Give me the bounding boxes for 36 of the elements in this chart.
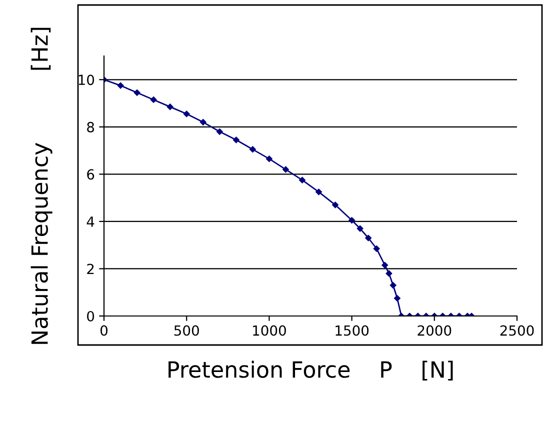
point — [117, 82, 124, 89]
point — [150, 96, 157, 103]
y-tick-label: 4 — [86, 216, 94, 227]
point — [233, 136, 240, 144]
point — [394, 295, 400, 302]
x-axis-title: Pretension Force P [N] — [168, 360, 453, 381]
point — [200, 119, 206, 126]
point — [266, 156, 272, 162]
point — [373, 245, 380, 252]
point — [356, 225, 364, 232]
point — [332, 202, 338, 208]
y-tick-label: 2 — [87, 264, 94, 274]
point — [250, 146, 256, 153]
point — [316, 188, 322, 196]
point — [299, 176, 306, 184]
y-axis-title: Natural Frequency [Hz] — [30, 28, 52, 344]
x-tick-label: 2000 — [418, 325, 452, 336]
point — [390, 282, 396, 288]
x-tick-label: 0 — [100, 325, 108, 336]
point — [166, 104, 174, 110]
point — [282, 166, 289, 173]
point — [348, 217, 355, 224]
y-tick-label: 6 — [87, 169, 94, 180]
x-tick-label: 1000 — [253, 325, 286, 336]
y-tick-label: 0 — [87, 310, 94, 322]
x-tick-label: 1500 — [336, 325, 369, 336]
point — [365, 234, 372, 242]
point — [386, 270, 392, 277]
point — [216, 128, 223, 135]
point — [183, 110, 190, 118]
x-tick-label: 500 — [174, 325, 199, 336]
x-tick-label: 2500 — [500, 325, 534, 336]
point — [382, 262, 388, 268]
point — [134, 89, 140, 96]
y-tick-label: 10 — [78, 74, 94, 86]
y-tick-label: 8 — [87, 122, 94, 132]
